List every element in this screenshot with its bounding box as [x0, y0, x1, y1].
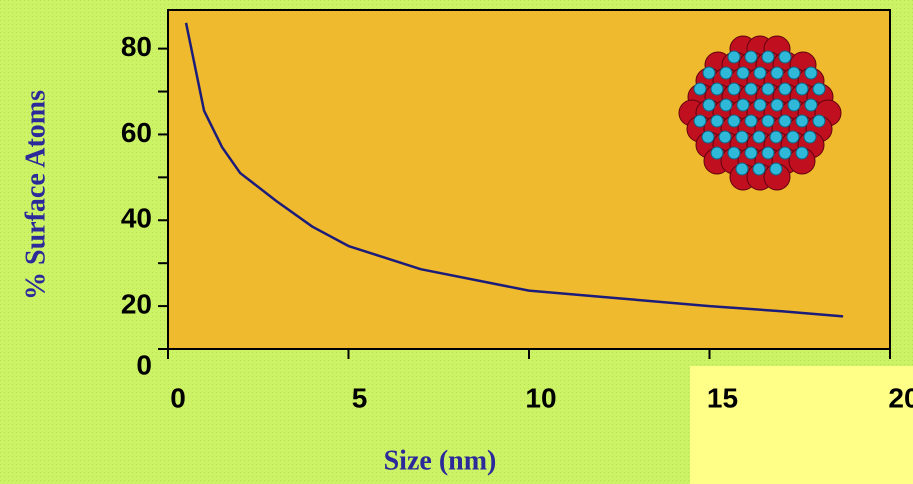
blue-atom [737, 67, 749, 79]
blue-atom [771, 99, 783, 111]
blue-atom [779, 115, 791, 127]
blue-atom [796, 147, 808, 159]
blue-atom [779, 83, 791, 95]
x-tick-label: 5 [352, 382, 368, 413]
blue-atom [703, 67, 715, 79]
blue-atom [736, 131, 748, 143]
blue-atom [788, 99, 800, 111]
blue-atom [754, 99, 766, 111]
blue-atom [779, 147, 791, 159]
blue-atom [753, 163, 765, 175]
x-tick-label: 15 [707, 382, 738, 413]
blue-atom [711, 115, 723, 127]
blue-atom [813, 115, 825, 127]
y-tick-label: 80 [121, 31, 152, 62]
blue-atom [736, 163, 748, 175]
blue-atom [703, 99, 715, 111]
y-tick-label: 40 [121, 203, 152, 234]
blue-atom [779, 51, 791, 63]
blue-atom [770, 131, 782, 143]
blue-atom [745, 83, 757, 95]
blue-atom [720, 99, 732, 111]
blue-atom [771, 67, 783, 79]
blue-atom [753, 131, 765, 143]
x-tick-label: 0 [170, 382, 186, 413]
blue-atom [728, 51, 740, 63]
blue-atom [711, 83, 723, 95]
blue-atom [770, 163, 782, 175]
y-tick-label: 0 [136, 349, 152, 380]
blue-atom [720, 67, 732, 79]
x-tick-label: 10 [525, 382, 556, 413]
blue-atom [745, 147, 757, 159]
blue-atom [694, 83, 706, 95]
blue-atom [796, 115, 808, 127]
blue-atom [719, 131, 731, 143]
blue-atom [788, 67, 800, 79]
blue-atom [805, 99, 817, 111]
blue-atom [745, 115, 757, 127]
x-tick-label: 20 [888, 382, 913, 413]
blue-atom [762, 83, 774, 95]
blue-atom [711, 147, 723, 159]
blue-atom [787, 131, 799, 143]
chart: Size (nm) % Surface Atoms 0 20 40 60 80 0 5 10 1… [0, 0, 913, 484]
blue-atom [762, 115, 774, 127]
blue-atom [805, 67, 817, 79]
blue-atom [754, 67, 766, 79]
blue-atom [694, 115, 706, 127]
blue-atom [737, 99, 749, 111]
blue-atom [745, 51, 757, 63]
x-axis-title: Size (nm) [384, 445, 497, 476]
blue-atom [702, 131, 714, 143]
y-tick-label: 60 [121, 117, 152, 148]
blue-atom [804, 131, 816, 143]
blue-atom [762, 51, 774, 63]
blue-atom [796, 83, 808, 95]
blue-atom [728, 147, 740, 159]
y-tick-label: 20 [121, 288, 152, 319]
blue-atom [813, 83, 825, 95]
y-axis-title: % Surface Atoms [20, 90, 51, 300]
blue-atom [728, 83, 740, 95]
blue-atom [728, 115, 740, 127]
blue-atom [762, 147, 774, 159]
